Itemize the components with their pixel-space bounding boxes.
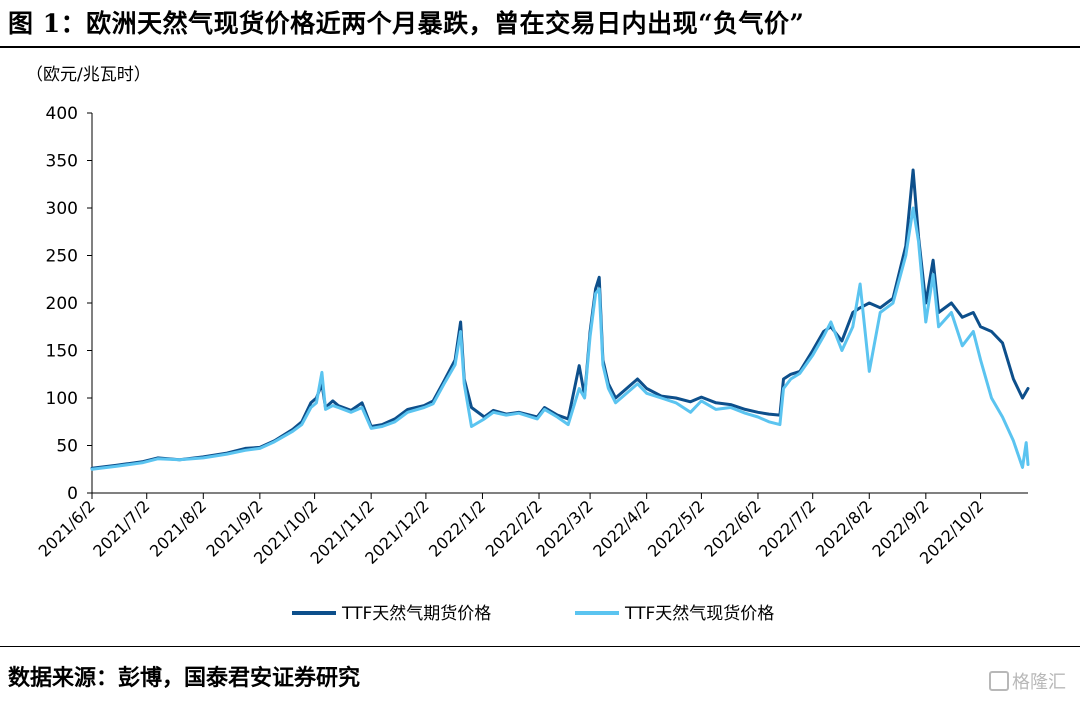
x-tick-label: 2022/8/2 [812, 496, 876, 560]
y-axis: 0 50 100 150 200 250 300 350 400 [46, 104, 93, 504]
x-tick-label: 2022/4/2 [589, 496, 653, 560]
figure-title: 图 1：欧洲天然气现货价格近两个月暴跌，曾在交易日内出现“负气价” [8, 9, 805, 38]
x-tick-label: 2021/7/2 [89, 496, 153, 560]
x-tick-label: 2022/3/2 [533, 496, 597, 560]
y-tick-label: 0 [67, 484, 78, 504]
x-tick-label: 2021/6/2 [35, 496, 99, 560]
x-axis: 2021/6/22021/7/22021/8/22021/9/22021/10/… [35, 492, 1028, 568]
y-tick-label: 200 [46, 294, 78, 314]
watermark-logo-icon [989, 671, 1009, 691]
x-tick-label: 2022/6/2 [701, 496, 765, 560]
y-tick-label: 350 [46, 152, 78, 172]
x-tick-label: 2022/7/2 [755, 496, 819, 560]
x-tick-label: 2021/8/2 [146, 496, 210, 560]
y-tick-label: 250 [46, 247, 78, 267]
y-unit-label: （欧元/兆瓦时） [26, 65, 151, 85]
data-source: 数据来源：彭博，国泰君安证券研究 [8, 665, 361, 691]
x-tick-label: 2022/1/2 [425, 496, 489, 560]
x-tick-label: 2022/5/2 [644, 496, 708, 560]
series-layer [90, 168, 1030, 471]
watermark-text: 格隆汇 [1012, 672, 1066, 693]
y-tick-label: 300 [46, 199, 78, 219]
legend-label: TTF天然气现货价格 [624, 604, 774, 624]
y-tick-label: 150 [46, 342, 78, 362]
watermark: 格隆汇 [989, 668, 1066, 694]
y-tick-label: 400 [46, 104, 78, 124]
source-rule [0, 646, 1080, 647]
y-tick-label: 50 [56, 437, 78, 457]
title-rule [0, 46, 1080, 48]
futures-price-line [90, 168, 1030, 470]
legend-label: TTF天然气期货价格 [341, 604, 491, 624]
y-tick-label: 100 [46, 389, 78, 409]
line-chart: （欧元/兆瓦时） 0 50 100 150 200 250 300 350 400 2021/6… [26, 65, 1030, 624]
legend: TTF天然气期货价格 TTF天然气现货价格 [292, 604, 774, 624]
spot-price-line [90, 206, 1030, 471]
